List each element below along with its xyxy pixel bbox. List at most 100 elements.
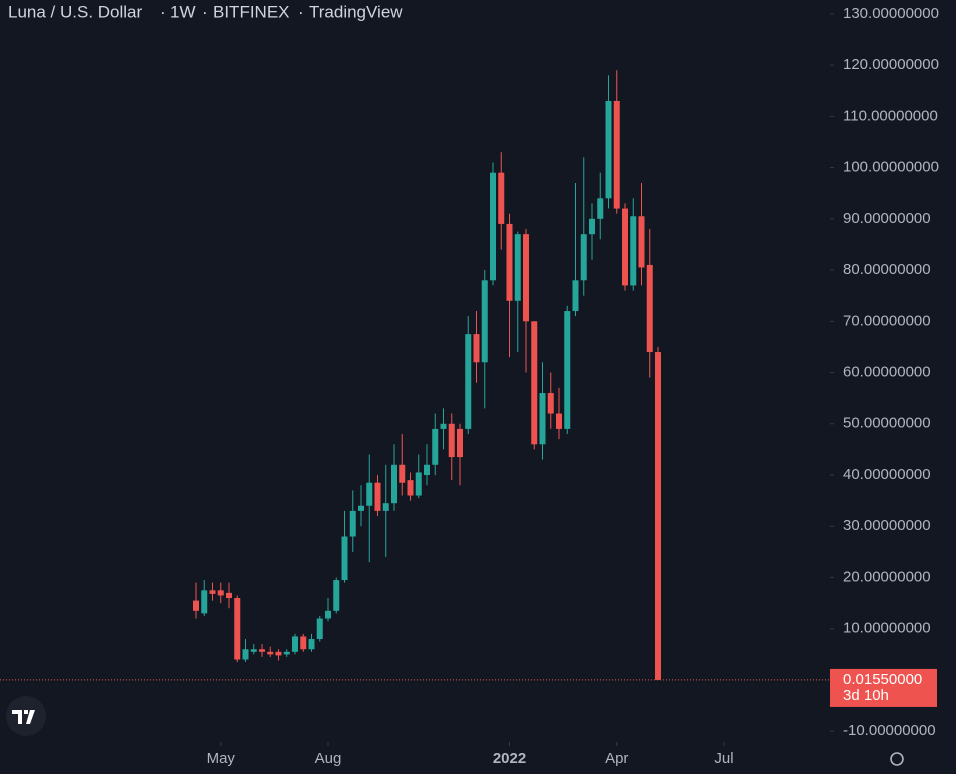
candle <box>226 582 232 609</box>
candle <box>415 454 422 499</box>
body <box>432 428 439 465</box>
source: TradingView <box>309 2 403 21</box>
candle <box>638 182 645 286</box>
candle <box>547 372 554 429</box>
candle <box>283 649 290 657</box>
last-price-box <box>830 668 937 707</box>
body <box>655 352 661 680</box>
body <box>267 651 274 655</box>
body <box>457 428 463 458</box>
y-tick-label: 110.00000000 <box>843 107 938 124</box>
body <box>193 600 199 611</box>
body <box>506 223 513 301</box>
candle <box>391 444 397 511</box>
body <box>630 216 637 286</box>
body <box>234 598 241 660</box>
y-tick-label: 30.00000000 <box>843 517 931 534</box>
separator: · <box>298 2 304 21</box>
body <box>358 505 364 511</box>
last-price-label: 0.01550000 <box>843 671 922 688</box>
exchange: BITFINEX <box>213 2 290 21</box>
body <box>275 651 282 656</box>
candle <box>539 362 546 460</box>
candle <box>580 157 587 296</box>
candle <box>605 75 612 209</box>
candle <box>300 633 307 652</box>
candle <box>292 633 298 655</box>
body <box>473 334 480 363</box>
candle <box>514 231 521 353</box>
candle <box>481 270 488 409</box>
candle <box>316 615 323 642</box>
y-tick-label: -10.00000000 <box>843 722 936 739</box>
candle <box>531 321 538 450</box>
interval: 1W <box>170 2 196 21</box>
logo[interactable] <box>6 696 46 736</box>
body <box>391 464 397 504</box>
y-tick-label: 50.00000000 <box>843 415 931 432</box>
candle <box>597 172 604 240</box>
body <box>547 393 554 414</box>
candle <box>242 639 249 663</box>
logo-bg[interactable] <box>6 696 46 736</box>
x-tick-label: Jul <box>714 750 733 767</box>
candle <box>589 203 595 260</box>
body <box>646 264 653 353</box>
body <box>250 649 257 652</box>
candle <box>217 582 224 604</box>
gear[interactable] <box>890 752 904 766</box>
body <box>201 590 208 614</box>
body <box>209 590 216 594</box>
body <box>399 464 406 483</box>
body <box>605 100 612 199</box>
body <box>308 639 315 650</box>
body <box>448 423 455 458</box>
y-tick-label: 20.00000000 <box>843 568 931 585</box>
body <box>374 482 381 511</box>
body <box>325 610 331 619</box>
body <box>217 590 224 596</box>
body <box>226 592 232 599</box>
y-tick-label: 120.00000000 <box>843 56 939 73</box>
candle <box>275 649 282 661</box>
x-tick-label: Aug <box>315 750 342 767</box>
y-tick-label: 80.00000000 <box>843 261 931 278</box>
candle <box>465 316 472 435</box>
body <box>333 580 340 611</box>
body <box>382 503 389 511</box>
candle <box>556 387 562 440</box>
body <box>498 172 505 224</box>
candle <box>358 485 364 527</box>
candle <box>250 644 257 655</box>
candle <box>424 444 430 486</box>
candle <box>655 346 661 680</box>
body <box>300 636 307 650</box>
y-tick-label: 130.00000000 <box>843 5 939 22</box>
body <box>242 649 249 660</box>
candle <box>506 213 513 358</box>
candle <box>308 633 315 652</box>
body <box>514 234 521 301</box>
candle <box>374 475 381 517</box>
candle <box>564 305 571 435</box>
candle <box>490 162 496 286</box>
candle <box>349 490 356 552</box>
body <box>638 216 645 268</box>
candle <box>209 582 216 601</box>
settings-icon[interactable] <box>890 752 904 766</box>
candle <box>259 644 265 657</box>
body <box>531 321 538 445</box>
y-tick-label: 10.00000000 <box>843 620 931 637</box>
body <box>613 100 620 209</box>
body <box>283 651 290 655</box>
body <box>539 393 546 445</box>
body <box>316 618 323 640</box>
body <box>564 311 571 429</box>
body <box>366 482 373 506</box>
logo-mark[interactable] <box>12 710 35 724</box>
candle <box>448 413 455 481</box>
candle <box>432 413 439 476</box>
candle <box>622 203 628 291</box>
